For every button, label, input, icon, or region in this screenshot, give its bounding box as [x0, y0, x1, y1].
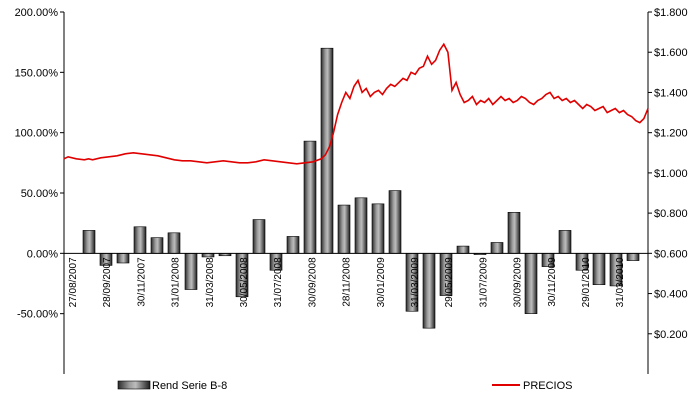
- bar: [150, 237, 164, 254]
- bar: [490, 242, 504, 254]
- bar: [252, 219, 266, 254]
- x-tick-label: 27/08/2007: [68, 257, 79, 307]
- x-tick-label: 30/05/2008: [239, 257, 250, 307]
- left-tick-label: 0.00%: [27, 248, 58, 260]
- price-line: [63, 42, 649, 165]
- bar: [507, 212, 521, 254]
- x-tick-label: 30/09/2008: [307, 257, 318, 307]
- x-tick-label: 28/09/2007: [102, 257, 113, 307]
- bar: [371, 203, 385, 254]
- right-tick-label: $1.600: [654, 47, 688, 59]
- left-tick-label: 150.00%: [15, 67, 59, 79]
- legend: Rend Serie B-8 PRECIOS: [117, 380, 573, 392]
- bar: [626, 253, 640, 261]
- x-tick-labels: 27/08/2007 28/09/2007 30/11/2007 31/01/2008…: [68, 257, 626, 307]
- bar: [286, 236, 300, 254]
- left-tick-label: 50.00%: [21, 188, 59, 200]
- bar: [592, 253, 606, 286]
- x-tick-label: 31/03/2008: [205, 257, 216, 307]
- x-tick-label: 28/11/2008: [342, 257, 353, 307]
- legend-bar-swatch: [117, 380, 151, 390]
- legend-label-line: PRECIOS: [523, 380, 573, 392]
- bar: [116, 253, 130, 264]
- x-tick-label: 29/01/2010: [581, 257, 592, 307]
- right-tick-label: $1.200: [654, 128, 688, 140]
- right-tick-label: $1.800: [654, 7, 688, 19]
- right-tick-label: $0.600: [654, 248, 688, 260]
- bar: [303, 140, 317, 254]
- bar: [456, 245, 470, 254]
- right-tick-label: $1.000: [654, 168, 688, 180]
- bar: [184, 253, 198, 290]
- axes-layer: -50.00% 0.00% 50.00% 100.00% 150.00% 200.00% $…: [15, 7, 688, 374]
- left-tick-label: 100.00%: [15, 128, 59, 140]
- right-tick-label: $0.400: [654, 289, 688, 301]
- left-tick-label: -50.00%: [17, 309, 58, 321]
- x-tick-label: 31/07/2009: [478, 257, 489, 307]
- bars-layer: [82, 47, 640, 329]
- left-tick-label: 200.00%: [15, 7, 59, 19]
- bar: [82, 230, 96, 254]
- x-tick-label: 30/11/2007: [136, 257, 147, 307]
- x-tick-label: 31/01/2008: [171, 257, 182, 307]
- line-layer: [63, 42, 649, 165]
- bar: [337, 204, 351, 254]
- x-tick-label: 30/09/2009: [513, 257, 524, 307]
- x-tick-label: 30/01/2009: [376, 257, 387, 307]
- x-tick-label: 29/05/2009: [444, 257, 455, 307]
- bar: [388, 190, 402, 254]
- x-tick-label: 31/03/2009: [410, 257, 421, 307]
- bar: [201, 253, 215, 258]
- right-tick-label: $1.400: [654, 87, 688, 99]
- bar: [422, 253, 436, 329]
- bar: [558, 230, 572, 254]
- x-tick-label: 30/11/2009: [547, 257, 558, 307]
- x-tick-label: 31/07/2008: [273, 257, 284, 307]
- bar: [167, 232, 181, 254]
- bar: [524, 253, 538, 314]
- legend-label-bars: Rend Serie B-8: [152, 380, 227, 392]
- x-tick-label: 31/03/2010: [615, 257, 626, 307]
- right-tick-label: $0.200: [654, 329, 688, 341]
- bar: [133, 226, 147, 254]
- right-tick-label: $0.800: [654, 208, 688, 220]
- bar: [354, 197, 368, 254]
